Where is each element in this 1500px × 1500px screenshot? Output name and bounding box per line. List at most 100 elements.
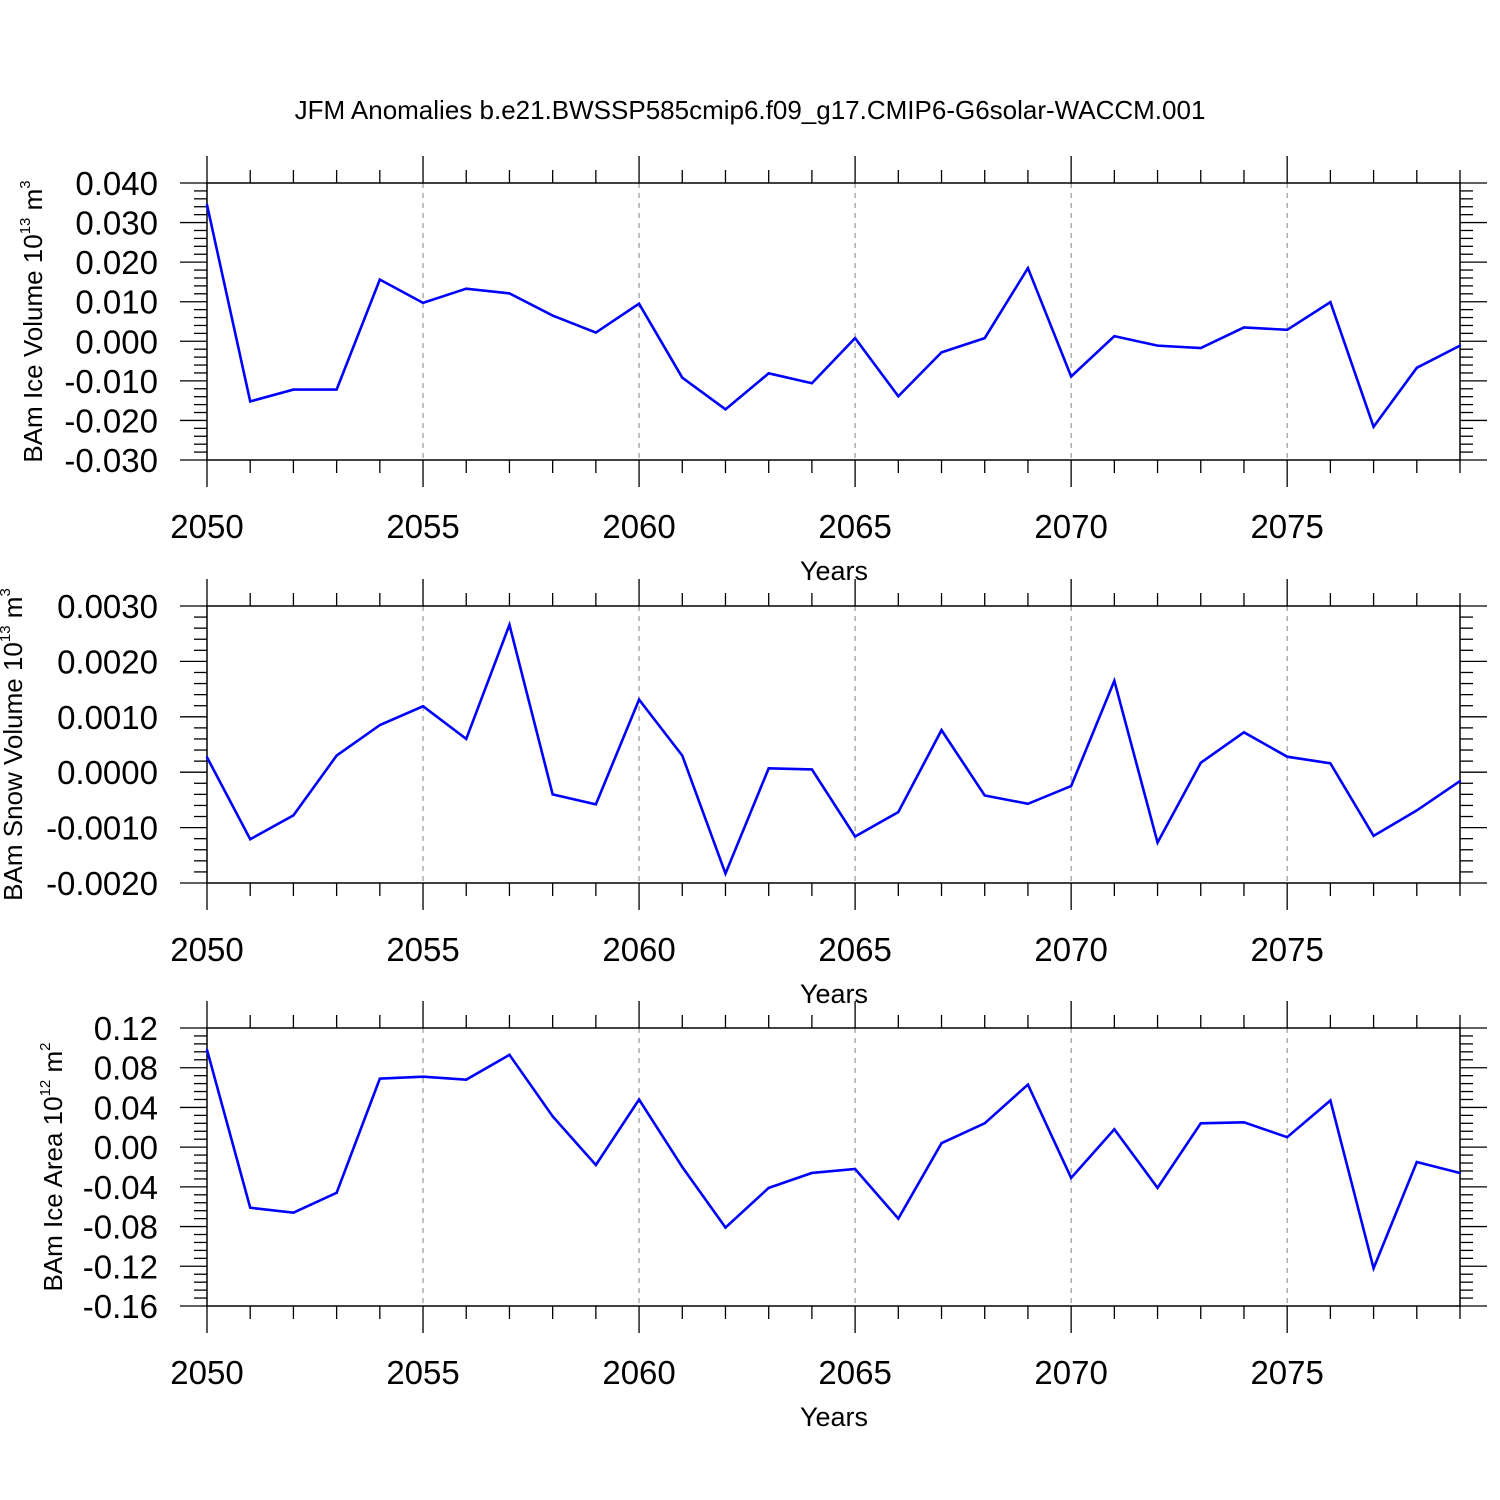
y-axis-label-text: m <box>0 597 28 626</box>
data-point <box>508 292 511 295</box>
data-point <box>205 1048 209 1052</box>
data-point <box>292 1211 295 1214</box>
y-axis-label-superscript: 13 <box>17 218 34 235</box>
data-point <box>1458 1171 1462 1175</box>
data-point <box>421 301 425 305</box>
data-point <box>465 287 468 290</box>
data-point <box>767 1186 770 1190</box>
y-axis-label-text: m <box>38 1051 68 1080</box>
x-tick-label: 2065 <box>818 508 891 545</box>
x-tick-label: 2065 <box>818 931 891 968</box>
data-point <box>1026 266 1030 270</box>
x-tick-label: 2050 <box>170 508 243 545</box>
y-axis-label-superscript: 12 <box>37 1080 54 1097</box>
plot-frame <box>206 605 1461 884</box>
data-point <box>637 698 641 701</box>
data-point <box>810 768 814 771</box>
data-point <box>940 351 943 354</box>
series-line <box>205 204 1461 430</box>
data-point <box>551 314 554 317</box>
data-point <box>1285 1136 1289 1139</box>
series-line <box>205 620 1461 878</box>
data-point <box>810 1171 814 1175</box>
data-point <box>1199 761 1202 764</box>
data-point <box>983 794 986 797</box>
data-point <box>1113 679 1116 682</box>
data-point <box>292 814 295 817</box>
x-tick-label: 2055 <box>386 508 459 545</box>
data-point <box>1026 802 1030 805</box>
y-axis-label-superscript: 3 <box>0 588 14 596</box>
data-point <box>1069 784 1073 788</box>
data-point <box>940 1141 943 1145</box>
x-tick-label: 2050 <box>170 1354 243 1391</box>
data-point <box>637 1098 641 1101</box>
data-point <box>292 388 295 391</box>
data-point <box>1372 834 1375 838</box>
y-tick-label: -0.16 <box>83 1288 158 1325</box>
data-point <box>205 756 209 759</box>
data-point <box>1458 779 1462 783</box>
data-point <box>249 400 252 403</box>
data-point <box>897 395 900 398</box>
y-axis-label-text: m <box>18 189 48 218</box>
data-point <box>1415 1160 1418 1164</box>
data-point <box>724 1226 727 1229</box>
data-point <box>421 1075 425 1078</box>
data-point <box>1458 344 1462 347</box>
y-tick-label: 0.0020 <box>57 643 158 680</box>
data-point <box>1113 334 1116 338</box>
y-tick-label: 0.0000 <box>57 754 158 791</box>
y-axis-label: BAm Ice Volume 1013 m3 <box>17 180 48 462</box>
y-tick-label: 0.010 <box>75 284 158 321</box>
y-axis-label-text: BAm Ice Area 10 <box>38 1096 68 1291</box>
data-point <box>594 331 598 334</box>
panel-2: 2050 2055 2060 2065 2070 2075 Years -0.0020 -0.0… <box>0 579 1487 1009</box>
data-point <box>335 388 338 391</box>
plot-frame <box>206 1027 1461 1307</box>
data-point <box>1199 1122 1202 1125</box>
x-tick-label: 2060 <box>602 931 675 968</box>
y-axis-label-superscript: 3 <box>17 180 34 188</box>
panel-3: 2050 2055 2060 2065 2070 2075Years-0.16-0.12-… <box>37 1001 1487 1432</box>
x-tick-label: 2070 <box>1034 931 1107 968</box>
x-axis-label: Years <box>800 1402 868 1432</box>
data-point <box>940 728 943 732</box>
data-point <box>1242 326 1246 329</box>
data-point <box>508 1053 511 1057</box>
data-point <box>594 1163 598 1167</box>
data-point <box>767 767 770 770</box>
data-point <box>594 803 598 806</box>
data-point <box>1285 755 1289 758</box>
data-point <box>897 1217 900 1220</box>
x-tick-label: 2075 <box>1250 931 1323 968</box>
data-point <box>767 372 770 375</box>
plot-frame <box>206 182 1461 461</box>
panel-1: 2050 2055 2060 2065 2070 2075 Years -0.030-0.02… <box>17 156 1487 586</box>
y-axis-label: BAm Ice Area 1012 m2 <box>37 1042 68 1291</box>
data-point <box>983 336 986 340</box>
y-axis-label: BAm Snow Volume 1013 m3 <box>0 588 28 901</box>
x-tick-label: 2055 <box>386 1354 459 1391</box>
data-point <box>1415 366 1418 369</box>
data-point <box>853 835 857 838</box>
y-tick-label: -0.020 <box>64 402 158 439</box>
data-point <box>1329 762 1332 765</box>
data-point <box>1069 375 1073 378</box>
data-point <box>983 1122 986 1125</box>
data-point <box>1026 1083 1030 1086</box>
data-point <box>810 382 814 385</box>
y-tick-label: -0.08 <box>83 1209 158 1246</box>
y-tick-label: -0.030 <box>64 442 158 479</box>
data-point <box>853 336 857 340</box>
y-tick-label: 0.0030 <box>57 588 158 625</box>
data-point <box>681 1165 684 1169</box>
y-axis-label-superscript: 2 <box>37 1042 54 1050</box>
data-point <box>465 1078 468 1081</box>
data-point <box>1156 841 1159 844</box>
y-tick-label: 0.020 <box>75 244 158 281</box>
data-point <box>1372 1267 1375 1270</box>
data-point <box>1156 344 1159 347</box>
x-tick-label: 2075 <box>1250 1354 1323 1391</box>
